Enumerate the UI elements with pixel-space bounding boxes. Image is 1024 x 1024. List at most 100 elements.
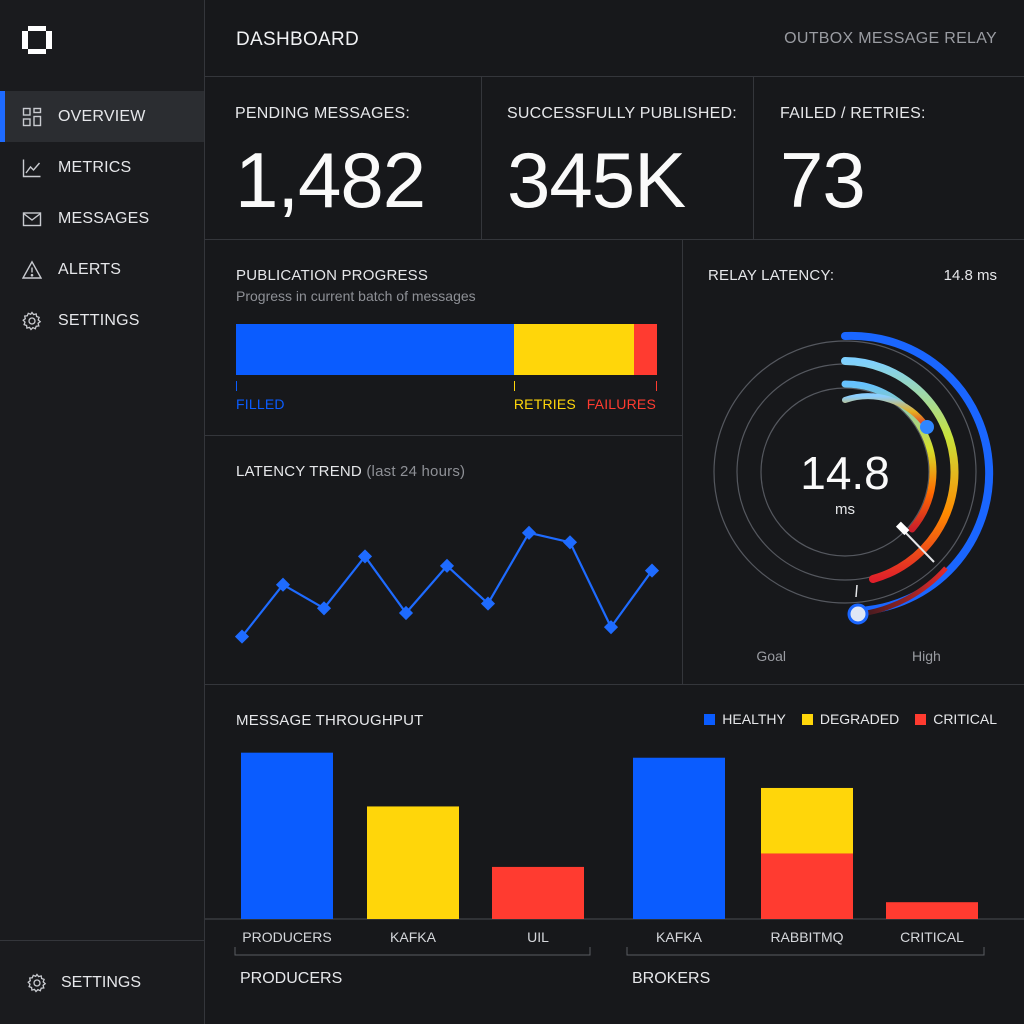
legend-swatch [801,713,813,725]
throughput-chart: PRODUCERS KAFKA UIL PRODUCERS KAFKA RABBITMQ C… [205,752,1024,987]
gauge-start-dot [847,603,869,625]
sidebar-footer-settings[interactable]: SETTINGS [0,940,204,1024]
gauge-tick [855,584,858,598]
legend-item-critical: CRITICAL [915,711,997,727]
kpi-label: PENDING MESSAGES: [235,105,410,122]
trend-point[interactable] [644,563,660,578]
progress-tick [513,381,515,391]
progress-label-failures: FAILURES [586,396,656,412]
publication-progress-panel: PUBLICATION PROGRESS Progress in current… [205,240,683,436]
chart-subtitle: (last 24 hours) [366,463,466,480]
gauge-ring [713,340,977,604]
bar-tick-label: KAFKA [390,929,437,945]
progress-segment-filled [236,324,514,375]
group-label: PRODUCERS [240,970,342,987]
kpi-failed-retries: FAILED / RETRIES: 73 [754,77,1024,240]
sidebar-item-messages[interactable]: MESSAGES [0,193,204,244]
kpi-label: FAILED / RETRIES: [780,105,926,122]
grid-icon [22,107,42,127]
bar-tick-label: KAFKA [656,929,703,945]
sidebar-nav: OVERVIEW METRICS MESSAGES [0,91,204,346]
kpi-value: 345K [507,136,686,224]
latency-trend-panel: LATENCY TREND (last 24 hours) [205,436,683,685]
sidebar-item-overview[interactable]: OVERVIEW [0,91,204,142]
chart-legend: HEALTHY DEGRADED CRITICAL [704,711,997,727]
bar-degraded[interactable] [367,806,459,919]
legend-item-degraded: DEGRADED [801,711,900,727]
sidebar-item-settings[interactable]: SETTINGS [0,295,204,346]
group-bracket [626,947,985,956]
trend-point[interactable] [316,601,332,616]
trend-point[interactable] [480,596,496,611]
trend-point[interactable] [521,525,537,540]
envelope-icon [22,209,42,229]
app-name: OUTBOX MESSAGE RELAY [784,30,997,47]
trend-line [241,531,653,638]
sidebar-item-label: MESSAGES [58,209,150,227]
gauge-high-label: High [912,648,941,664]
gauge-arc-bottom [860,566,948,617]
bar-critical[interactable] [492,866,584,919]
sidebar: OVERVIEW METRICS MESSAGES [0,0,205,1024]
gauge-ring [760,387,930,557]
gauge-knob [920,420,934,434]
gauge-unit: ms [835,501,855,518]
bar-healthy[interactable] [633,757,725,919]
legend-swatch [915,713,927,725]
kpi-pending-messages: PENDING MESSAGES: 1,482 [205,77,482,240]
panel-title: LATENCY TREND (last 24 hours) [236,463,465,480]
kpi-value: 1,482 [235,136,426,224]
relay-latency-panel: RELAY LATENCY: 14.8 ms [683,240,1024,685]
kpi-successfully-published: SUCCESSFULLY PUBLISHED: 345K [482,77,754,240]
group-bracket [234,947,591,956]
progress-segment-retries [513,324,634,375]
bar-tick-label: RABBITMQ [770,929,843,945]
gear-icon [22,310,42,331]
trend-point[interactable] [603,620,619,635]
legend-label: DEGRADED [819,711,900,727]
kpi-label: SUCCESSFULLY PUBLISHED: [507,105,737,122]
sidebar-item-label: METRICS [58,158,132,176]
progress-label-retries: RETRIES [513,396,576,412]
progress-tick [236,381,237,391]
line-chart-icon [22,158,42,178]
group-label: BROKERS [632,970,710,987]
gauge-goal-label: Goal [756,648,786,664]
sidebar-item-metrics[interactable]: METRICS [0,142,204,193]
legend-item-healthy: HEALTHY [704,711,786,727]
bar-critical[interactable] [886,902,978,919]
gauge-arc [841,380,937,533]
progress-segment-failures [633,324,657,375]
legend-swatch [704,713,716,725]
gauge-value: 14.8 [800,447,890,499]
chart-title: LATENCY TREND [236,463,362,480]
trend-point[interactable] [357,549,373,564]
legend-label: CRITICAL [933,711,997,727]
latency-readout: 14.8 ms [943,267,997,284]
sidebar-item-label: ALERTS [58,260,122,278]
trend-point[interactable] [398,605,414,621]
sidebar-item-alerts[interactable]: ALERTS [0,244,204,295]
progress-label-filled: FILLED [236,396,285,412]
progress-tick [656,381,657,391]
bar-tick-label: CRITICAL [900,929,964,945]
sidebar-footer-label: SETTINGS [61,973,142,991]
panel-subtitle: Progress in current batch of messages [236,288,476,304]
trend-point[interactable] [562,535,578,550]
latency-trend-chart [234,525,660,644]
warning-icon [22,259,42,280]
page-title: DASHBOARD [236,29,360,50]
bar-degraded[interactable] [761,787,853,854]
bar-healthy[interactable] [241,752,333,919]
logo-icon[interactable] [22,26,52,54]
sidebar-item-label: SETTINGS [58,311,140,329]
progress-bar [236,324,657,375]
panel-title: PUBLICATION PROGRESS [236,267,429,284]
legend-label: HEALTHY [722,711,786,727]
gauge-needle-head [895,521,910,536]
trend-point[interactable] [275,577,291,592]
panel-title: RELAY LATENCY: [708,267,835,284]
gauge-arc-inner [842,393,930,430]
gear-icon [27,972,47,993]
bar-critical[interactable] [761,853,853,919]
